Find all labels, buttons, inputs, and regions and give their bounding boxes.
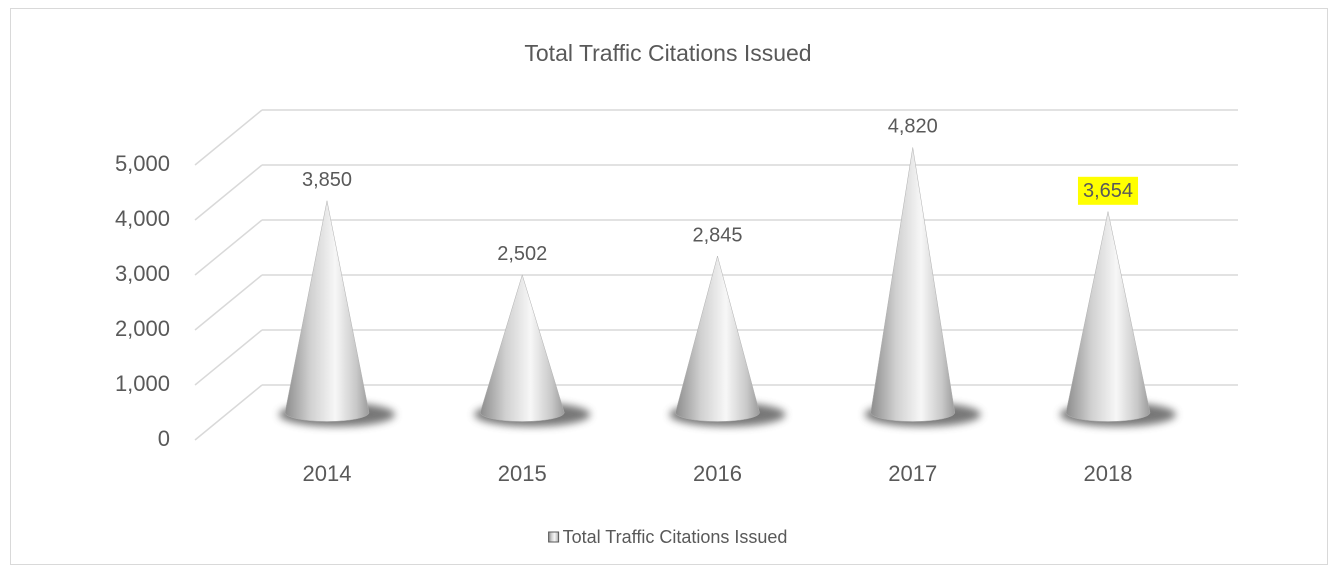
y-tick-label: 0	[158, 426, 170, 451]
value-label-highlight	[1077, 176, 1139, 205]
value-label: 3,654	[1083, 180, 1133, 202]
grid-line-side	[194, 109, 263, 166]
value-label: 2,502	[497, 243, 547, 265]
y-tick-label: 2,000	[115, 316, 170, 341]
chart-title: Total Traffic Citations Issued	[524, 40, 811, 66]
value-label: 3,850	[302, 169, 352, 191]
cone	[675, 255, 760, 422]
value-label: 4,820	[888, 116, 938, 138]
cone	[479, 274, 565, 422]
y-tick-label: 5,000	[115, 151, 170, 176]
cone	[1065, 211, 1151, 422]
grid-line-side	[194, 384, 263, 441]
x-tick-label: 2018	[1084, 461, 1133, 486]
x-tick-label: 2014	[303, 461, 352, 486]
x-tick-label: 2016	[693, 461, 742, 486]
y-tick-label: 3,000	[115, 261, 170, 286]
value-label: 2,845	[692, 224, 742, 246]
y-tick-label: 1,000	[115, 371, 170, 396]
grid-line-side	[194, 274, 263, 331]
cone	[284, 200, 370, 422]
grid-line-side	[194, 219, 263, 276]
x-tick-label: 2017	[888, 461, 937, 486]
grid-line-side	[194, 329, 263, 386]
y-tick-label: 4,000	[115, 206, 170, 231]
grid-line-side	[194, 164, 263, 221]
cone	[870, 147, 956, 422]
legend-swatch	[548, 531, 560, 543]
x-tick-label: 2015	[498, 461, 547, 486]
legend-label: Total Traffic Citations Issued	[563, 527, 788, 547]
